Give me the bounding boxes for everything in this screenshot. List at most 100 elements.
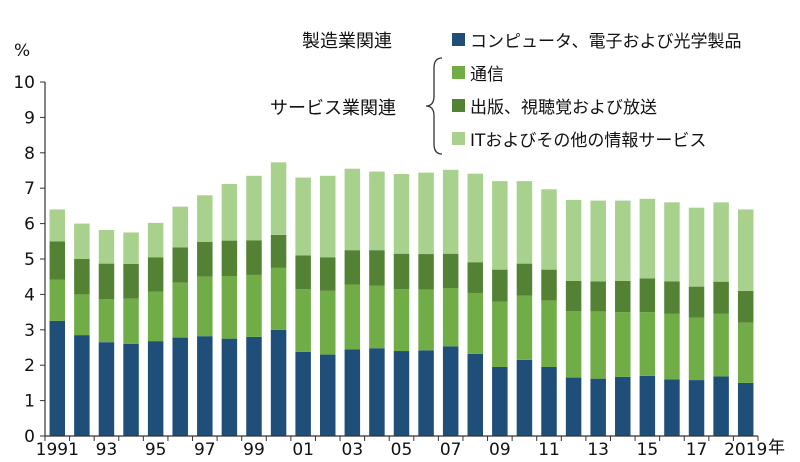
- bar-publishing-2017: [688, 286, 705, 318]
- bar-telecom-1991: [49, 279, 66, 321]
- bar-telecom-1994: [123, 298, 139, 344]
- y-tick-label: 10: [13, 73, 35, 93]
- bar-computers-1993: [98, 342, 115, 436]
- bar-it-services-1993: [98, 229, 115, 264]
- bar-publishing-1992: [74, 259, 90, 295]
- bar-computers-2017: [688, 380, 705, 436]
- bar-publishing-2005: [393, 253, 410, 290]
- bar-computers-2003: [344, 349, 361, 436]
- bar-computers-1999: [246, 336, 262, 436]
- bar-computers-2009: [492, 366, 508, 436]
- bar-it-services-1991: [49, 209, 66, 242]
- bar-telecom-2012: [565, 311, 582, 378]
- bar-it-services-2001: [295, 177, 311, 256]
- bar-telecom-2011: [541, 300, 557, 367]
- bar-publishing-1997: [197, 242, 213, 277]
- bar-telecom-2002: [319, 290, 336, 355]
- bar-computers-2016: [664, 379, 680, 436]
- bar-telecom-2006: [418, 289, 434, 351]
- legend-swatch-it-services: [452, 132, 465, 145]
- bar-computers-2006: [418, 350, 434, 436]
- bar-publishing-2001: [295, 255, 311, 290]
- bar-it-services-2012: [565, 199, 582, 281]
- bar-computers-2011: [541, 366, 557, 436]
- bar-publishing-2015: [639, 278, 656, 313]
- x-axis-ticks: 1991 93 95 97 99 01 03 05 07 09 11 13 15 17 2019: [36, 436, 767, 460]
- bar-publishing-1994: [123, 263, 139, 299]
- bar-computers-2001: [295, 351, 311, 436]
- bar-telecom-1995: [147, 291, 164, 342]
- x-tick-label: 11: [538, 440, 560, 460]
- bar-computers-1992: [74, 335, 90, 436]
- y-tick-label: 7: [24, 179, 35, 199]
- bar-telecom-1993: [98, 299, 115, 343]
- bar-telecom-1996: [172, 282, 188, 338]
- legend-label-it-services: ITおよびその他の情報サービス: [470, 131, 707, 151]
- legend-label-computers: コンピュータ、電子および光学製品: [470, 32, 742, 52]
- bar-computers-2015: [639, 375, 656, 436]
- x-axis-unit-label: 年: [768, 438, 785, 458]
- legend-item-it-services: ITおよびその他の情報サービス: [452, 126, 706, 151]
- bar-computers-2018: [713, 376, 729, 436]
- bar-it-services-2011: [541, 189, 557, 270]
- bar-telecom-2013: [590, 311, 606, 379]
- services-group-label: サービス業関連: [270, 98, 396, 119]
- bar-telecom-2014: [615, 312, 631, 377]
- x-tick-label: 15: [637, 440, 659, 460]
- y-tick-label: 1: [24, 392, 35, 412]
- bar-publishing-2013: [590, 281, 606, 312]
- x-tick-label: 97: [194, 440, 216, 460]
- bar-it-services-2007: [442, 169, 459, 254]
- bar-publishing-2007: [442, 253, 459, 289]
- bar-telecom-2001: [295, 289, 311, 352]
- bar-it-services-2017: [688, 207, 705, 287]
- bar-publishing-1993: [98, 263, 115, 300]
- bar-publishing-1998: [221, 240, 238, 276]
- bar-telecom-2010: [516, 295, 533, 360]
- y-tick-label: 3: [24, 321, 35, 341]
- legend-swatch-telecom: [452, 66, 465, 79]
- axes: [44, 82, 758, 437]
- bar-it-services-2014: [615, 200, 631, 281]
- bar-it-services-1994: [123, 232, 139, 264]
- bar-computers-1997: [197, 336, 213, 436]
- bar-publishing-2012: [565, 280, 582, 312]
- bar-it-services-1997: [197, 195, 213, 243]
- legend-item-publishing: 出版、視聴覚および放送: [452, 93, 657, 118]
- x-tick-label: 93: [96, 440, 118, 460]
- y-tick-label: 8: [24, 144, 35, 164]
- bar-publishing-2008: [467, 262, 484, 293]
- y-tick-label: 4: [24, 285, 35, 305]
- manufacturing-group-label: 製造業関連: [302, 31, 392, 52]
- y-tick-label: 5: [24, 250, 35, 270]
- bar-it-services-2003: [344, 168, 361, 251]
- bar-telecom-2003: [344, 284, 361, 350]
- bar-computers-1991: [49, 320, 66, 436]
- legend-item-telecom: 通信: [452, 60, 504, 85]
- bar-publishing-2006: [418, 254, 434, 290]
- bar-publishing-1999: [246, 240, 262, 275]
- y-tick-label: 0: [24, 427, 35, 447]
- bar-telecom-2009: [492, 301, 508, 367]
- x-tick-label: 05: [391, 440, 413, 460]
- legend-brace: [425, 57, 443, 155]
- x-tick-label: 99: [243, 440, 265, 460]
- bar-it-services-2009: [492, 181, 508, 270]
- bar-it-services-1998: [221, 183, 238, 241]
- bar-publishing-2002: [319, 257, 336, 291]
- bar-computers-2010: [516, 359, 533, 436]
- bar-it-services-2018: [713, 202, 729, 282]
- bar-computers-2007: [442, 346, 459, 436]
- bar-it-services-2006: [418, 172, 434, 255]
- bar-it-services-1995: [147, 222, 164, 258]
- bar-computers-1996: [172, 337, 188, 436]
- bar-telecom-2018: [713, 313, 729, 377]
- bar-telecom-2005: [393, 289, 410, 352]
- bars: [49, 162, 754, 436]
- legend-swatch-computers: [452, 33, 465, 46]
- bar-it-services-2013: [590, 200, 606, 282]
- x-tick-label: 17: [686, 440, 708, 460]
- x-tick-label: 2019: [724, 440, 767, 460]
- bar-it-services-2005: [393, 174, 410, 254]
